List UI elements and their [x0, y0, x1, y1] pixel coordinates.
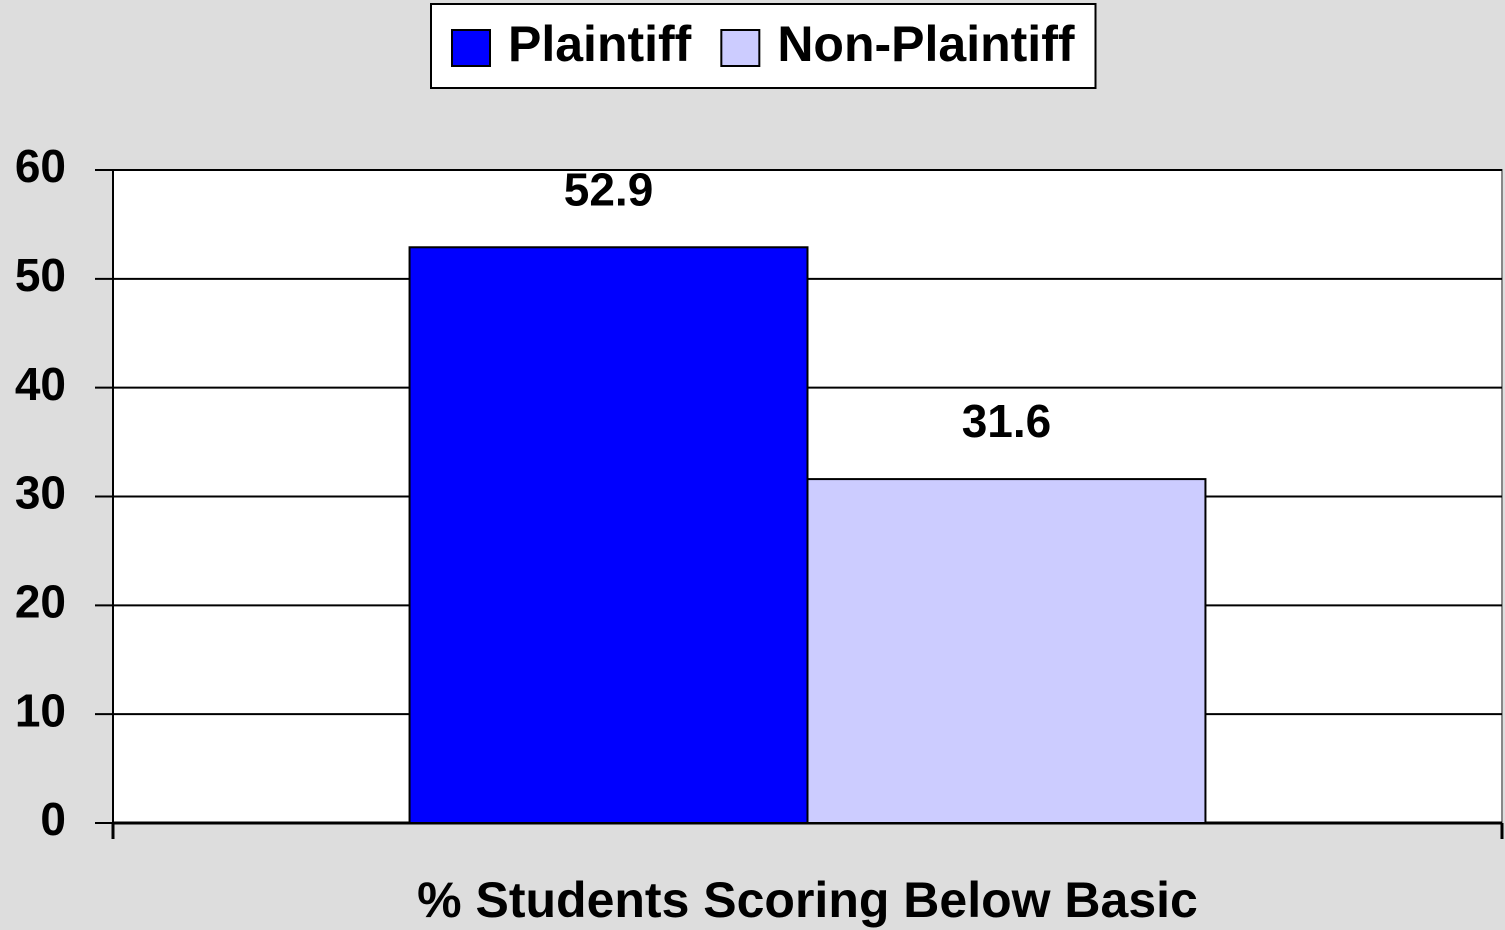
legend-box [430, 3, 1097, 89]
data-label: 52.9 [564, 163, 654, 215]
legend-swatch [451, 29, 491, 67]
y-tick-label: 40 [15, 358, 66, 410]
bar [806, 478, 1207, 824]
data-label: 31.6 [962, 395, 1052, 447]
legend-label: Non-Plaintiff [777, 16, 1075, 72]
bar [408, 246, 809, 824]
legend-label: Plaintiff [508, 16, 692, 72]
y-tick-label: 50 [15, 249, 66, 301]
y-tick-label: 30 [15, 467, 66, 519]
x-tick-label: % Students Scoring Below Basic [417, 872, 1198, 928]
y-tick-label: 10 [15, 684, 66, 736]
y-tick-label: 20 [15, 575, 66, 627]
y-tick-label: 0 [40, 793, 66, 845]
y-tick-label: 60 [15, 140, 66, 192]
legend-swatch [720, 29, 761, 67]
